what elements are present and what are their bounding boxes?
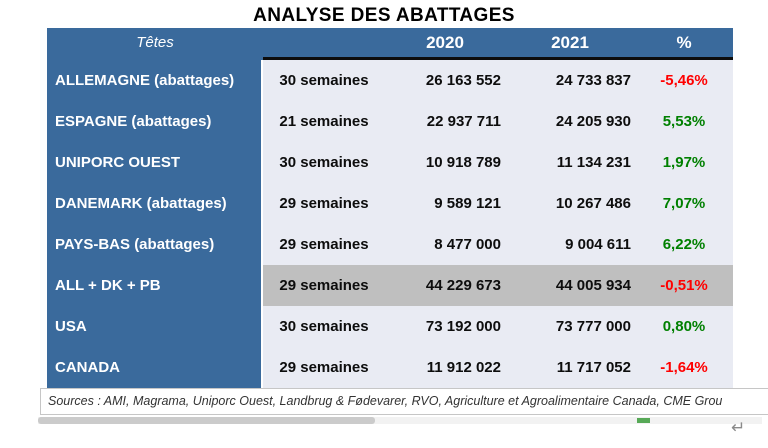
row-weeks-cell: 29 semaines [263,224,385,265]
horizontal-scrollbar-track[interactable] [38,417,762,424]
row-weeks-cell: 29 semaines [263,265,385,306]
row-pct-cell: 0,80% [635,306,733,347]
table-row: USA 30 semaines 73 192 000 73 777 000 0,… [47,306,733,347]
row-pct-cell: -0,51% [635,265,733,306]
abattages-table: Têtes 2020 2021 % ALLEMAGNE (abattages) … [47,28,733,388]
row-2021-cell: 11 134 231 [505,142,635,183]
row-label-cell: ALLEMAGNE (abattages) [47,60,263,101]
table-row: UNIPORC OUEST 30 semaines 10 918 789 11 … [47,142,733,183]
row-label-cell: CANADA [47,347,263,388]
table-row: PAYS-BAS (abattages) 29 semaines 8 477 0… [47,224,733,265]
row-weeks-cell: 30 semaines [263,306,385,347]
header-2021-cell: 2021 [505,28,635,60]
row-2021-cell: 9 004 611 [505,224,635,265]
row-2021-cell: 44 005 934 [505,265,635,306]
row-label-cell: ALL + DK + PB [47,265,263,306]
table-row: ALLEMAGNE (abattages) 30 semaines 26 163… [47,60,733,101]
table-row: DANEMARK (abattages) 29 semaines 9 589 1… [47,183,733,224]
row-2021-cell: 24 733 837 [505,60,635,101]
row-pct-cell: 5,53% [635,101,733,142]
sources-note: Sources : AMI, Magrama, Uniporc Ouest, L… [40,388,768,415]
row-label-cell: PAYS-BAS (abattages) [47,224,263,265]
row-pct-cell: 7,07% [635,183,733,224]
table-row: ALL + DK + PB 29 semaines 44 229 673 44 … [47,265,733,306]
row-label-cell: DANEMARK (abattages) [47,183,263,224]
row-weeks-cell: 21 semaines [263,101,385,142]
header-pct-cell: % [635,28,733,60]
row-2021-cell: 73 777 000 [505,306,635,347]
row-label-cell: UNIPORC OUEST [47,142,263,183]
row-2020-cell: 10 918 789 [385,142,505,183]
table-row: ESPAGNE (abattages) 21 semaines 22 937 7… [47,101,733,142]
table-row: CANADA 29 semaines 11 912 022 11 717 052… [47,347,733,388]
row-weeks-cell: 30 semaines [263,142,385,183]
row-pct-cell: -1,64% [635,347,733,388]
row-2020-cell: 9 589 121 [385,183,505,224]
row-2021-cell: 24 205 930 [505,101,635,142]
table-header-row: Têtes 2020 2021 % [47,28,733,60]
row-pct-cell: -5,46% [635,60,733,101]
row-2020-cell: 44 229 673 [385,265,505,306]
row-2021-cell: 10 267 486 [505,183,635,224]
row-2020-cell: 73 192 000 [385,306,505,347]
row-2020-cell: 22 937 711 [385,101,505,142]
row-2020-cell: 11 912 022 [385,347,505,388]
row-pct-cell: 1,97% [635,142,733,183]
row-label-cell: ESPAGNE (abattages) [47,101,263,142]
row-2020-cell: 8 477 000 [385,224,505,265]
green-indicator [637,418,650,423]
row-weeks-cell: 30 semaines [263,60,385,101]
row-weeks-cell: 29 semaines [263,183,385,224]
row-weeks-cell: 29 semaines [263,347,385,388]
header-weeks-cell [263,28,385,60]
header-2020-cell: 2020 [385,28,505,60]
row-2021-cell: 11 717 052 [505,347,635,388]
horizontal-scrollbar-thumb[interactable] [38,417,375,424]
row-label-cell: USA [47,306,263,347]
header-tetes-cell: Têtes [47,28,263,60]
row-2020-cell: 26 163 552 [385,60,505,101]
paragraph-return-icon: ↵ [731,418,746,437]
row-pct-cell: 6,22% [635,224,733,265]
table-body: ALLEMAGNE (abattages) 30 semaines 26 163… [47,60,733,388]
page-title: ANALYSE DES ABATTAGES [253,5,515,26]
